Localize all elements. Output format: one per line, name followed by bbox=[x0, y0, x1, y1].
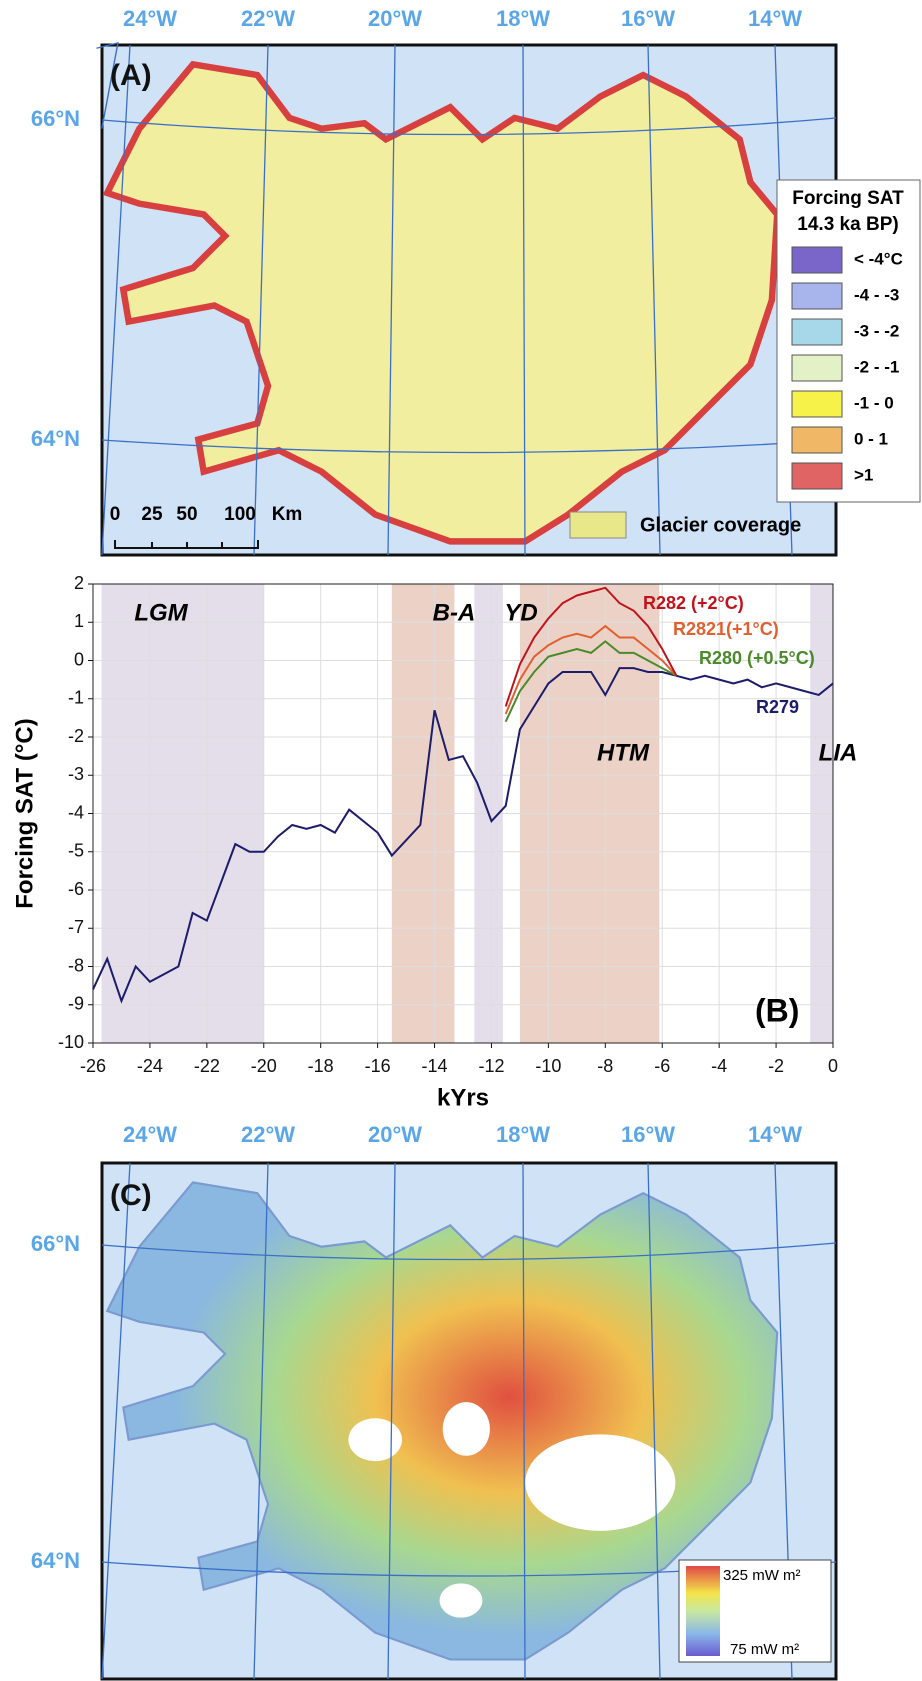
x-tick-label: -8 bbox=[597, 1056, 613, 1076]
series-label: R280 (+0.5°C) bbox=[699, 648, 815, 668]
x-tick-label: -2 bbox=[768, 1056, 784, 1076]
x-tick-label: -20 bbox=[251, 1056, 277, 1076]
lon-label: 18°W bbox=[496, 1122, 550, 1147]
series-label: R279 bbox=[756, 697, 799, 717]
legend-swatch bbox=[792, 319, 842, 345]
x-tick-label: 0 bbox=[828, 1056, 838, 1076]
legend-title: 14.3 ka BP) bbox=[797, 214, 898, 235]
scale-label: 0 bbox=[110, 504, 121, 525]
lon-label: 20°W bbox=[368, 1122, 422, 1147]
scale-label: 50 bbox=[176, 504, 197, 525]
x-axis-label: kYrs bbox=[437, 1084, 489, 1111]
legend-swatch bbox=[792, 463, 842, 489]
x-tick-label: -10 bbox=[535, 1056, 561, 1076]
glacier bbox=[525, 1434, 675, 1530]
lon-label: 22°W bbox=[241, 6, 295, 31]
period-label: B-A bbox=[433, 599, 476, 626]
scale-label: 100 bbox=[224, 504, 256, 525]
figure: 325 mW m² 75 mW m² (A) (C) Glacier cover… bbox=[0, 0, 922, 1681]
scale-label: Km bbox=[272, 504, 303, 525]
y-tick-label: -6 bbox=[68, 879, 84, 899]
legend-swatch bbox=[792, 247, 842, 273]
y-tick-label: -2 bbox=[68, 726, 84, 746]
lat-label: 64°N bbox=[31, 426, 80, 451]
heat-max-label: 325 mW m² bbox=[723, 1567, 801, 1584]
lon-label: 18°W bbox=[496, 6, 550, 31]
legend-swatch bbox=[792, 355, 842, 381]
glacier bbox=[443, 1402, 490, 1456]
lon-label: 14°W bbox=[748, 1122, 802, 1147]
legend-label: -2 - -1 bbox=[854, 357, 899, 376]
lon-label: 16°W bbox=[621, 1122, 675, 1147]
y-axis-label: Forcing SAT (°C) bbox=[11, 718, 38, 908]
legend-label: >1 bbox=[854, 465, 873, 484]
x-tick-label: -16 bbox=[365, 1056, 391, 1076]
x-tick-label: -18 bbox=[308, 1056, 334, 1076]
x-tick-label: -26 bbox=[80, 1056, 106, 1076]
lon-label: 22°W bbox=[241, 1122, 295, 1147]
y-tick-label: -5 bbox=[68, 841, 84, 861]
legend-label: < -4°C bbox=[854, 249, 903, 268]
legend-label: -4 - -3 bbox=[854, 285, 899, 304]
series-label: R2821(+1°C) bbox=[673, 619, 779, 639]
glacier bbox=[348, 1418, 402, 1461]
heat-min-label: 75 mW m² bbox=[730, 1641, 799, 1658]
y-tick-label: -10 bbox=[58, 1032, 84, 1052]
legend-swatch bbox=[792, 283, 842, 309]
series-label: R282 (+2°C) bbox=[643, 593, 744, 613]
x-tick-label: -24 bbox=[137, 1056, 163, 1076]
legend-swatch bbox=[792, 391, 842, 417]
legend-label: -3 - -2 bbox=[854, 321, 899, 340]
scale-label: 25 bbox=[141, 504, 163, 525]
panel-label: (C) bbox=[110, 1179, 152, 1212]
x-tick-label: -4 bbox=[711, 1056, 727, 1076]
y-tick-label: 0 bbox=[74, 649, 84, 669]
lon-label: 24°W bbox=[123, 1122, 177, 1147]
lon-label: 14°W bbox=[748, 6, 802, 31]
y-tick-label: -8 bbox=[68, 955, 84, 975]
period-label: LGM bbox=[134, 599, 188, 626]
glacier-label: Glacier coverage bbox=[640, 514, 801, 536]
y-tick-label: 1 bbox=[74, 611, 84, 631]
x-tick-label: -14 bbox=[422, 1056, 448, 1076]
lat-label: 64°N bbox=[31, 1548, 80, 1573]
x-tick-label: -12 bbox=[478, 1056, 504, 1076]
y-tick-label: -7 bbox=[68, 917, 84, 937]
legend-label: -1 - 0 bbox=[854, 393, 894, 412]
y-tick-label: -9 bbox=[68, 994, 84, 1014]
lat-label: 66°N bbox=[31, 106, 80, 131]
legend-label: 0 - 1 bbox=[854, 429, 888, 448]
lon-label: 20°W bbox=[368, 6, 422, 31]
period-label: HTM bbox=[597, 739, 650, 766]
heat-scale bbox=[686, 1566, 720, 1656]
panel-label: (A) bbox=[110, 59, 152, 92]
x-tick-label: -22 bbox=[194, 1056, 220, 1076]
y-tick-label: 2 bbox=[74, 573, 84, 593]
y-tick-label: -3 bbox=[68, 764, 84, 784]
glacier-swatch bbox=[570, 512, 626, 538]
y-tick-label: -1 bbox=[68, 688, 84, 708]
lon-label: 16°W bbox=[621, 6, 675, 31]
legend-swatch bbox=[792, 427, 842, 453]
legend-title: Forcing SAT bbox=[792, 188, 904, 209]
x-tick-label: -6 bbox=[654, 1056, 670, 1076]
y-tick-label: -4 bbox=[68, 802, 84, 822]
lon-label: 24°W bbox=[123, 6, 177, 31]
lat-label: 66°N bbox=[31, 1231, 80, 1256]
panel-label: (B) bbox=[755, 992, 799, 1028]
glacier bbox=[440, 1583, 483, 1617]
period-label: LIA bbox=[819, 739, 858, 766]
period-label: YD bbox=[504, 599, 537, 626]
